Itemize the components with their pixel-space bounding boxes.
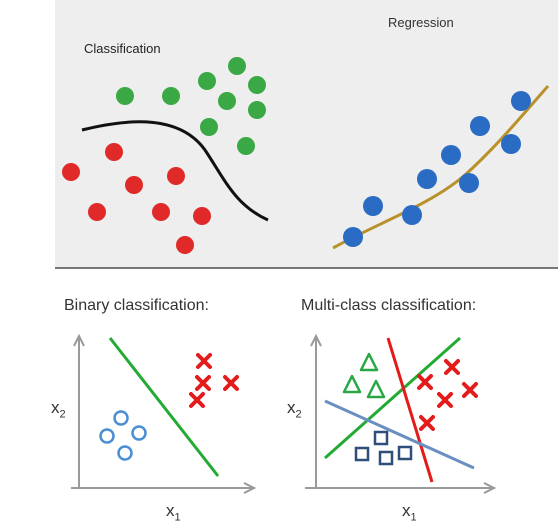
green-class-points	[116, 57, 266, 155]
binary-x-axis-label: x1	[166, 501, 181, 524]
circle-icon	[131, 425, 147, 441]
red-point	[62, 163, 80, 181]
regression-panel	[332, 85, 550, 250]
regression-point	[511, 91, 531, 111]
multiclass-square-class	[354, 430, 413, 466]
cross-icon	[196, 353, 212, 369]
green-point	[248, 101, 266, 119]
red-point	[193, 207, 211, 225]
cross-icon	[437, 392, 453, 408]
multiclass-x-axis-label: x1	[402, 501, 417, 524]
binary-y-arrowhead	[73, 333, 85, 347]
binary-cross-class	[189, 353, 239, 408]
green-point	[228, 57, 246, 75]
binary-panel	[71, 333, 257, 494]
triangle-icon	[366, 379, 386, 399]
circle-icon	[117, 445, 133, 461]
classification-title: Classification	[84, 41, 161, 56]
regression-point	[459, 173, 479, 193]
square-icon	[373, 430, 389, 446]
multiclass-red-line	[386, 337, 434, 483]
cross-icon	[444, 359, 460, 375]
binary-y-axis-label: x2	[51, 398, 66, 421]
green-point	[237, 137, 255, 155]
binary-circle-class	[99, 410, 147, 461]
regression-point	[363, 196, 383, 216]
multiclass-y-arrowhead	[310, 333, 322, 347]
red-point	[88, 203, 106, 221]
multiclass-panel	[305, 333, 497, 494]
circle-icon	[113, 410, 129, 426]
green-point	[200, 118, 218, 136]
regression-point	[441, 145, 461, 165]
multiclass-cross-class	[417, 359, 478, 431]
multiclass-classification-title: Multi-class classification:	[301, 297, 477, 314]
green-point	[218, 92, 236, 110]
square-icon	[397, 445, 413, 461]
regression-point	[501, 134, 521, 154]
classification-boundary	[81, 120, 269, 222]
multiclass-x-arrowhead	[483, 482, 497, 494]
cross-icon	[417, 374, 433, 390]
multiclass-y-axis-label: x2	[287, 398, 302, 421]
red-class-points	[62, 143, 211, 254]
square-icon	[378, 450, 394, 466]
cross-icon	[189, 392, 205, 408]
green-point	[116, 87, 134, 105]
regression-points	[343, 91, 531, 247]
green-point	[162, 87, 180, 105]
square-icon	[354, 446, 370, 462]
regression-point	[470, 116, 490, 136]
regression-point	[343, 227, 363, 247]
green-point	[198, 72, 216, 90]
binary-classification-title: Binary classification:	[64, 297, 209, 314]
binary-decision-line	[108, 337, 220, 477]
cross-icon	[462, 382, 478, 398]
binary-axes	[71, 333, 257, 494]
red-point	[176, 236, 194, 254]
classification-panel	[62, 57, 269, 254]
triangle-icon	[359, 352, 379, 372]
red-point	[105, 143, 123, 161]
cross-icon	[195, 375, 211, 391]
red-point	[167, 167, 185, 185]
cross-icon	[223, 375, 239, 391]
multiclass-axes	[305, 333, 497, 494]
green-point	[248, 76, 266, 94]
triangle-icon	[342, 374, 362, 394]
regression-title: Regression	[388, 15, 454, 30]
binary-x-arrowhead	[243, 482, 257, 494]
regression-point	[417, 169, 437, 189]
multiclass-triangle-class	[342, 352, 386, 399]
red-point	[152, 203, 170, 221]
circle-icon	[99, 428, 115, 444]
multiclass-green-line	[324, 336, 461, 460]
red-point	[125, 176, 143, 194]
multiclass-blue-line	[324, 399, 475, 470]
cross-icon	[419, 415, 435, 431]
regression-point	[402, 205, 422, 225]
